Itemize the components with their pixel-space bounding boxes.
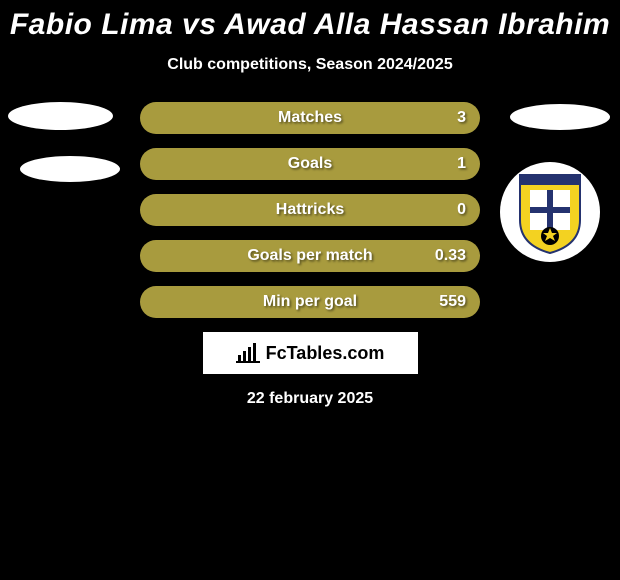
stat-row: Goals per match 0.33 bbox=[140, 240, 480, 272]
stat-value: 0 bbox=[457, 201, 466, 219]
stat-row: Hattricks 0 bbox=[140, 194, 480, 226]
stat-value: 3 bbox=[457, 109, 466, 127]
stat-row: Goals 1 bbox=[140, 148, 480, 180]
stat-value: 0.33 bbox=[435, 247, 466, 265]
stat-label: Goals bbox=[288, 155, 332, 173]
brand-text: FcTables.com bbox=[266, 343, 385, 364]
stat-label: Hattricks bbox=[276, 201, 344, 219]
stat-value: 1 bbox=[457, 155, 466, 173]
comparison-panel: Matches 3 Goals 1 Hattricks 0 Goals per … bbox=[0, 102, 620, 408]
club-crest-icon bbox=[515, 170, 585, 255]
stats-list: Matches 3 Goals 1 Hattricks 0 Goals per … bbox=[140, 102, 480, 318]
stat-label: Goals per match bbox=[247, 247, 372, 265]
subtitle: Club competitions, Season 2024/2025 bbox=[0, 56, 620, 74]
page-title: Fabio Lima vs Awad Alla Hassan Ibrahim bbox=[0, 0, 620, 42]
player-right-club-badge bbox=[500, 162, 600, 262]
player-left-avatar-placeholder bbox=[8, 102, 113, 130]
player-right-avatar-placeholder bbox=[510, 104, 610, 130]
brand-box: FcTables.com bbox=[203, 332, 418, 374]
stat-label: Matches bbox=[278, 109, 342, 127]
snapshot-date: 22 february 2025 bbox=[0, 390, 620, 408]
stat-row: Min per goal 559 bbox=[140, 286, 480, 318]
player-left-club-placeholder bbox=[20, 156, 120, 182]
bar-chart-icon bbox=[236, 341, 260, 365]
stat-row: Matches 3 bbox=[140, 102, 480, 134]
stat-value: 559 bbox=[439, 293, 466, 311]
stat-label: Min per goal bbox=[263, 293, 357, 311]
